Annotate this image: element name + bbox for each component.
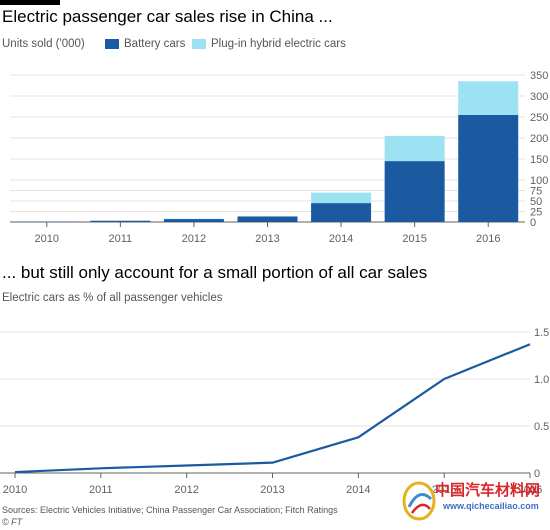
watermark-text: 中国汽车材料网 <box>435 481 541 499</box>
x-tick-label-2015: 2015 <box>402 233 426 245</box>
bar-2013-battery <box>237 216 298 222</box>
watermark-url: www.qichecailiao.com <box>443 501 539 511</box>
line-y-tick-label-3: 1.5 <box>534 327 549 339</box>
bar-2014-phev <box>311 192 372 204</box>
bar-2016-phev <box>458 81 519 115</box>
line-x-tick-label-2016: 2016 <box>518 484 542 496</box>
x-tick-label-2010: 2010 <box>35 233 59 245</box>
legend-item-phev: Plug-in hybrid electric cars <box>192 38 346 50</box>
source-note: Sources: Electric Vehicles Initiative; C… <box>2 505 338 515</box>
line-chart-title: ... but still only account for a small p… <box>2 263 428 282</box>
line-y-tick-label-2: 1.0 <box>534 374 549 386</box>
bar-2015-phev <box>384 135 445 162</box>
x-tick-label-2012: 2012 <box>182 233 206 245</box>
y-tick-label-9: 350 <box>530 70 548 82</box>
y-tick-label-7: 250 <box>530 112 548 124</box>
car-logo-icon <box>402 481 436 521</box>
bar-2015-battery <box>384 161 445 222</box>
y-tick-label-0: 0 <box>530 217 536 229</box>
bar-chart-title: Electric passenger car sales rise in Chi… <box>2 7 333 26</box>
bar-2012-battery <box>163 219 224 222</box>
y-tick-label-8: 300 <box>530 91 548 103</box>
y-tick-label-2: 50 <box>530 196 542 208</box>
x-tick-label-2011: 2011 <box>109 233 133 245</box>
bar-2014-battery <box>311 203 372 222</box>
line-y-tick-label-0: 0 <box>534 468 540 480</box>
line-x-tick-label-2013: 2013 <box>260 484 284 496</box>
y-tick-label-3: 75 <box>530 186 542 198</box>
line-x-tick-label-2014: 2014 <box>346 484 370 496</box>
line-x-tick-label-2010: 2010 <box>3 484 27 496</box>
ft-credit: © FT <box>2 517 23 527</box>
x-tick-label-2013: 2013 <box>255 233 279 245</box>
y-tick-label-1: 25 <box>530 207 542 219</box>
site-watermark: 中国汽车材料网 www.qichecailiao.com <box>398 477 550 527</box>
bar-2011-battery <box>90 220 151 222</box>
y-tick-label-4: 100 <box>530 175 548 187</box>
legend-item-battery: Battery cars <box>105 38 185 50</box>
line-chart-subtitle: Electric cars as % of all passenger vehi… <box>2 292 223 304</box>
x-tick-label-2014: 2014 <box>329 233 353 245</box>
legend-swatch-phev <box>192 39 206 49</box>
line-y-tick-label-1: 0.5 <box>534 421 549 433</box>
y-tick-label-6: 200 <box>530 133 548 145</box>
line-series-share <box>14 343 531 474</box>
line-chart: 0 0.5 1.0 1.5 2010 2011 2012 2013 2014 2015 2016 <box>0 327 549 496</box>
bar-chart-subtitle: Units sold ('000) <box>2 38 85 50</box>
line-x-tick-label-2015: 2015 <box>432 484 456 496</box>
bar-2016-battery <box>458 114 519 222</box>
line-x-tick-label-2011: 2011 <box>89 484 113 496</box>
legend-swatch-battery <box>105 39 119 49</box>
legend-label-phev: Plug-in hybrid electric cars <box>211 38 346 50</box>
legend-label-battery: Battery cars <box>124 38 186 50</box>
ft-top-bar <box>0 0 60 5</box>
line-x-tick-label-2012: 2012 <box>174 484 198 496</box>
x-tick-label-2016: 2016 <box>476 233 500 245</box>
y-tick-label-5: 150 <box>530 154 548 166</box>
